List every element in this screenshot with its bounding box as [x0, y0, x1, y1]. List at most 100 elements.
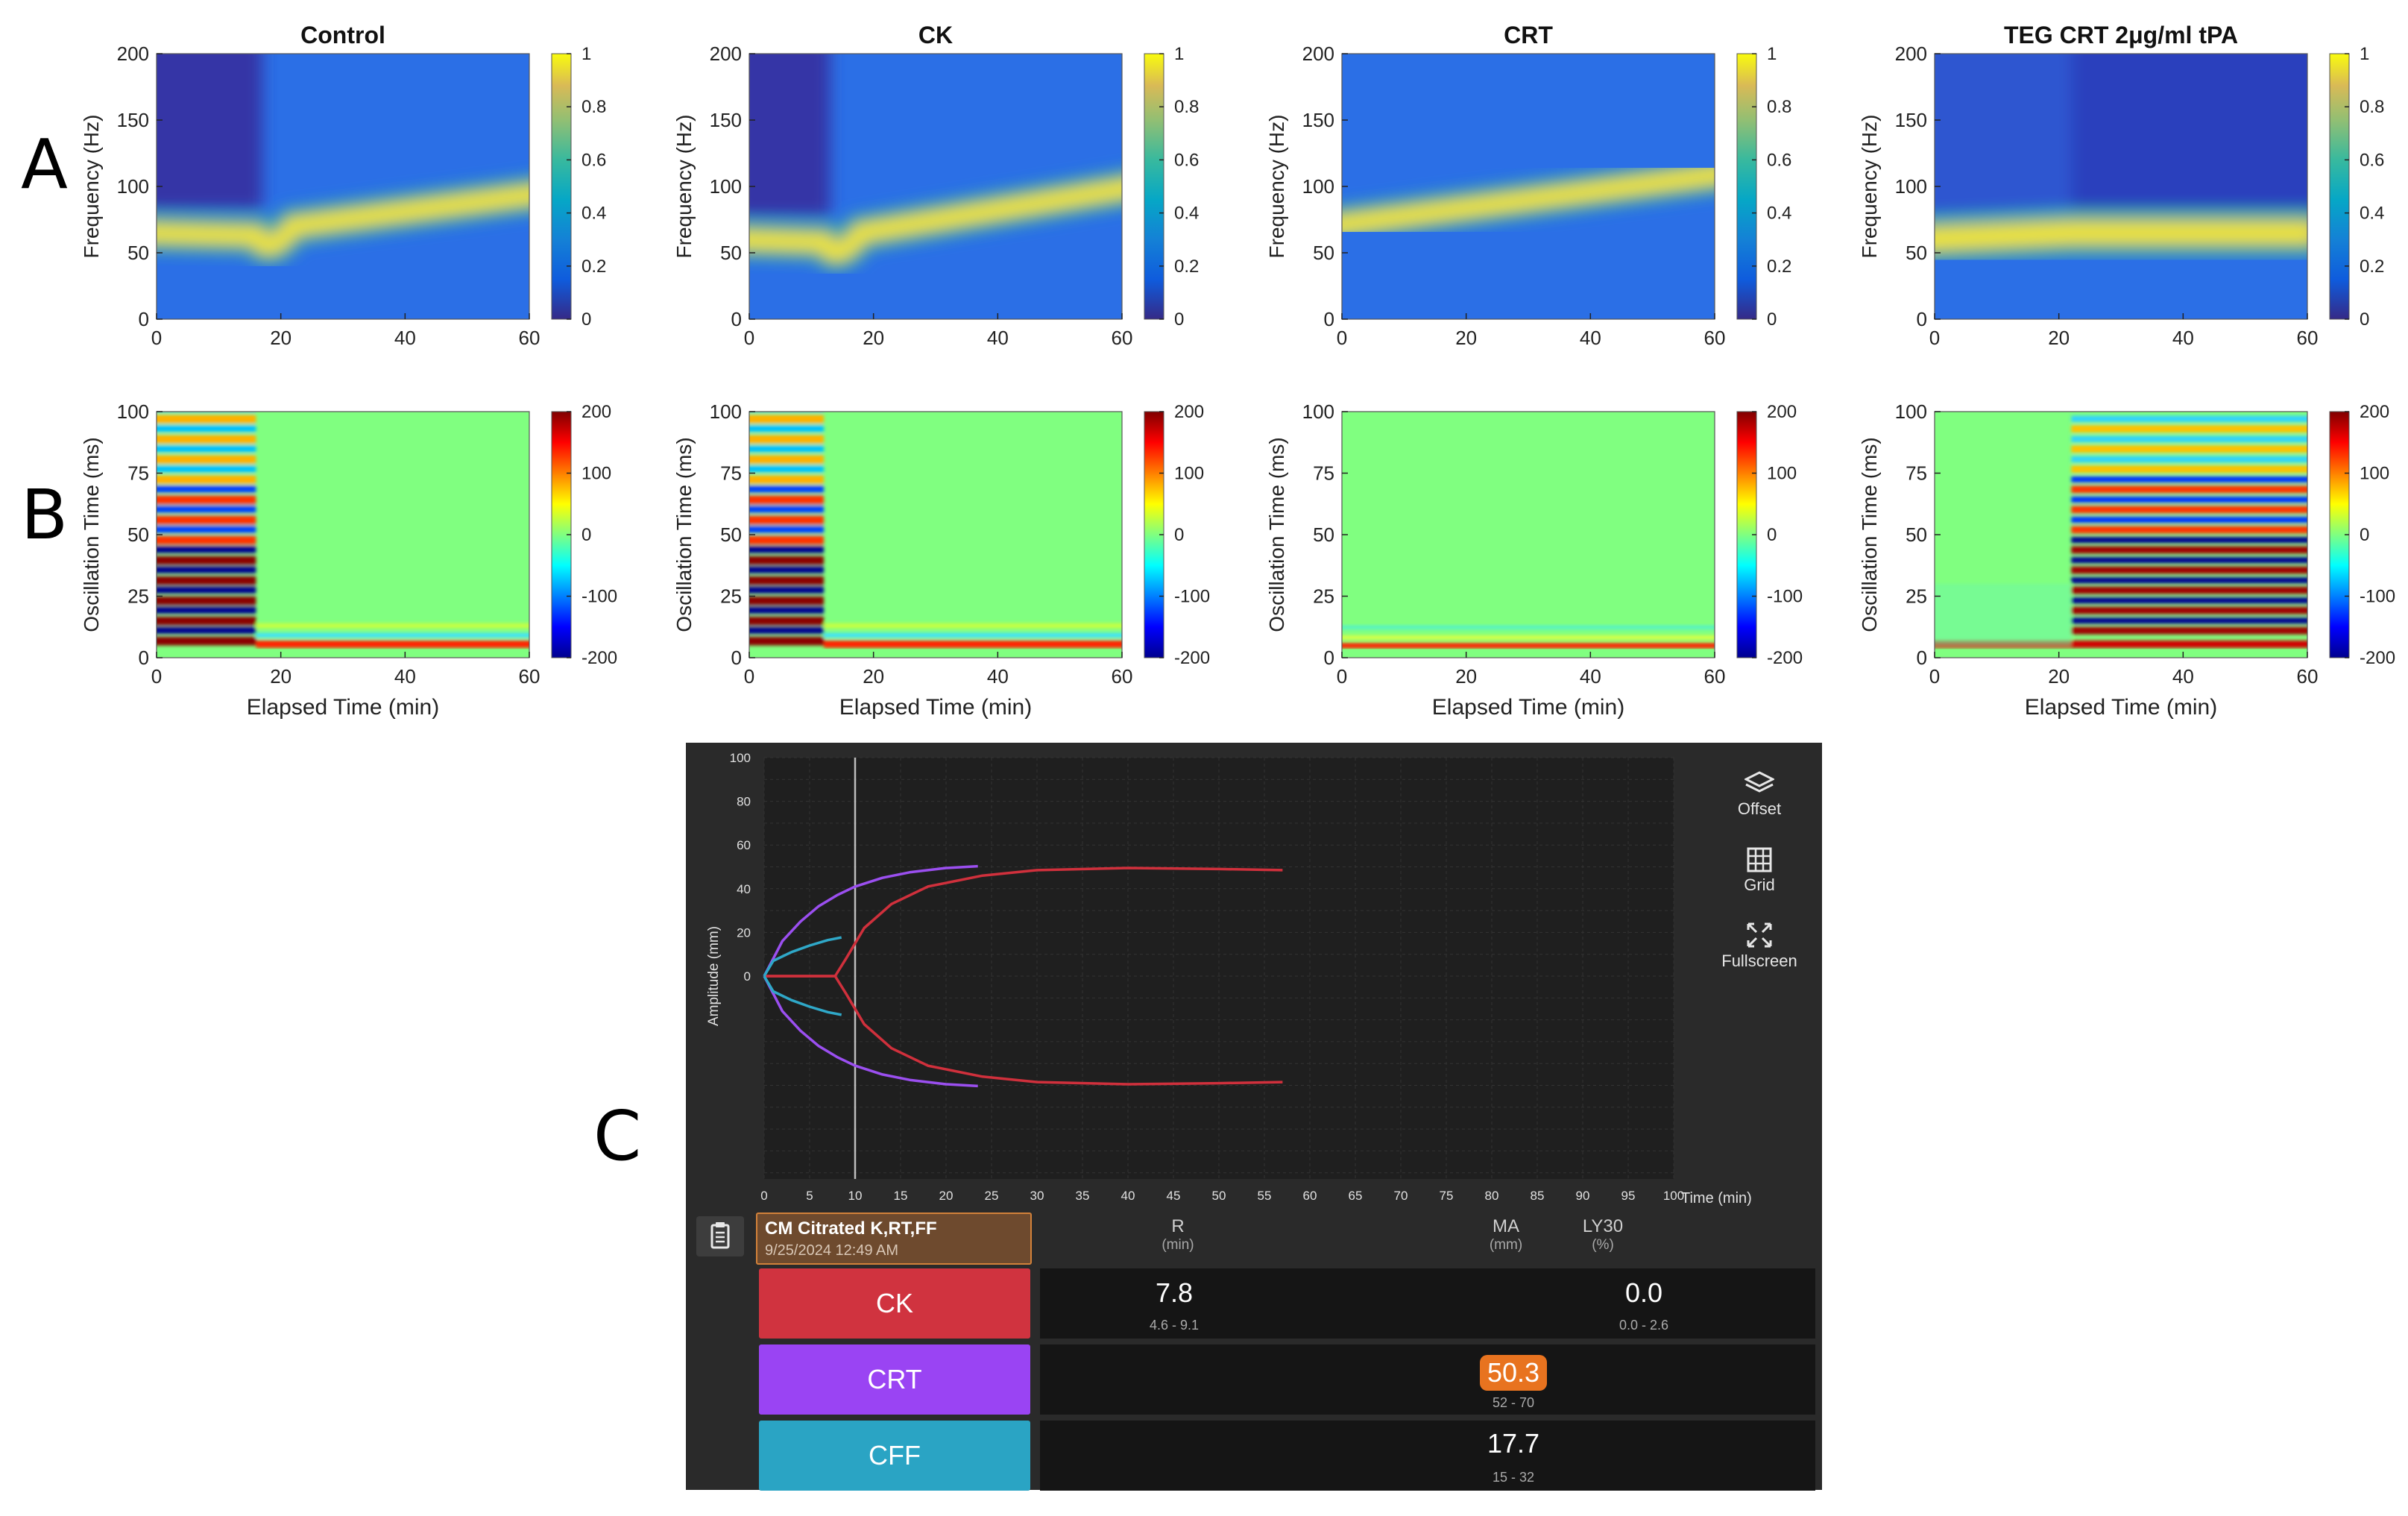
- x-tick-label: 20: [2048, 327, 2070, 349]
- y-tick-label: 50: [127, 523, 149, 546]
- fullscreen-label: Fullscreen: [1721, 952, 1797, 970]
- ck-ly30-range: 0.0 - 2.6: [1619, 1318, 1669, 1333]
- early-region: [749, 54, 830, 216]
- x-tick-label: 60: [1303, 1189, 1317, 1203]
- stripe-hot: [749, 596, 824, 606]
- stripe-cold: [2071, 597, 2307, 604]
- stripe-hot: [157, 415, 256, 424]
- stripe-cold: [157, 465, 256, 473]
- fullscreen-button[interactable]: Fullscreen: [1700, 922, 1819, 971]
- colorbar-label: 0.6: [581, 150, 606, 170]
- offset-button[interactable]: Offset: [1700, 771, 1819, 819]
- x-tick-label: 20: [270, 327, 291, 349]
- teg-panel: 0 20 40 60 80 100 Amplitude (mm) 0 5 10 15 20 25 30 35…: [686, 743, 1822, 1491]
- stripe-cold: [746, 405, 824, 412]
- x-tick-label: 0: [744, 665, 754, 688]
- x-tick-label: 40: [2172, 327, 2194, 349]
- stripe-hot: [749, 415, 824, 424]
- sample-date: 9/25/2024 12:49 AM: [765, 1242, 899, 1259]
- stripe-hot: [157, 455, 256, 464]
- colorbar-label: 0.2: [1174, 257, 1199, 277]
- stripe-cold: [157, 606, 256, 614]
- y-tick-label: 150: [1302, 109, 1334, 131]
- bottom-strip: [1935, 649, 2307, 658]
- x-tick-label: 0: [1337, 327, 1347, 349]
- column-title: Control: [300, 22, 385, 48]
- y-tick-label: 200: [1895, 43, 1927, 65]
- grid-button[interactable]: Grid: [1700, 847, 1819, 895]
- y-tick-label: 25: [1906, 585, 1927, 608]
- x-tick-label: 90: [1576, 1189, 1590, 1203]
- crt-ma-range: 52 - 70: [1492, 1395, 1535, 1410]
- ck-r-value: 7.8: [1155, 1277, 1194, 1308]
- stripe-cold: [749, 626, 824, 634]
- column-title: CRT: [1504, 22, 1553, 48]
- y-tick-label: 100: [117, 175, 149, 198]
- stripe-hot: [749, 455, 824, 464]
- x-tick-label: 60: [519, 327, 540, 349]
- late-stripe: [256, 640, 529, 648]
- colorbar-label: -200: [2360, 648, 2395, 668]
- y-tick-label: 0: [731, 308, 742, 330]
- colorbar-label: 0.8: [1174, 97, 1199, 117]
- band-core: [157, 190, 529, 250]
- x-tick-label: 0: [151, 665, 162, 688]
- colorbar-label: 0.4: [581, 204, 606, 224]
- x-tick-label: 20: [863, 665, 884, 688]
- colorbar-label: 0.2: [1767, 257, 1791, 277]
- colorbar-label: -200: [581, 648, 617, 668]
- stripe-hot: [2071, 606, 2307, 614]
- row-label-cff[interactable]: CFF: [759, 1421, 1030, 1491]
- x-tick-label: 55: [1258, 1189, 1272, 1203]
- row-label-crt-text: CRT: [867, 1364, 922, 1394]
- colorbar: [551, 53, 572, 320]
- early-region: [1935, 54, 2072, 216]
- x-tick-label: 20: [1455, 665, 1477, 688]
- x-tick-label: 60: [1112, 665, 1133, 688]
- header-r-label: R: [1171, 1216, 1185, 1236]
- row-label-ck[interactable]: CK: [759, 1268, 1030, 1339]
- stripe-cold: [749, 526, 824, 533]
- y-tick-label: 80: [737, 795, 751, 809]
- y-tick-label: 20: [737, 925, 751, 940]
- colorbar-label: 0: [1767, 309, 1777, 330]
- y-tick-label: 0: [139, 647, 149, 669]
- x-tick-label: 60: [1704, 327, 1726, 349]
- stripe-hot: [1342, 643, 1715, 649]
- x-tick-label: 80: [1485, 1189, 1499, 1203]
- tracing-cff-upper: [763, 936, 842, 977]
- x-tick-label: 25: [985, 1189, 999, 1203]
- colorbar-label: 0.4: [1767, 204, 1791, 224]
- stripe-hot: [1935, 640, 2307, 648]
- x-tick-label: 40: [394, 665, 416, 688]
- stripe-hot: [157, 616, 256, 626]
- colorbar-label: 0: [2360, 309, 2369, 330]
- stripe-cold: [153, 405, 256, 412]
- stripe-cold: [2071, 516, 2307, 523]
- sample-name: CM Citrated K,RT,FF: [765, 1218, 937, 1239]
- colorbar-label: 0.2: [2360, 257, 2384, 277]
- cff-ma-value: 17.7: [1487, 1428, 1540, 1459]
- ck-ly30-value: 0.0: [1624, 1277, 1663, 1308]
- stripe-hot: [157, 435, 256, 444]
- colorbar: [2329, 53, 2350, 320]
- stripe-hot: [749, 616, 824, 626]
- x-tick-label: 20: [270, 665, 291, 688]
- y-tick-label: 150: [1895, 109, 1927, 131]
- y-tick-label: 200: [710, 43, 742, 65]
- x-tick-label: 20: [1455, 327, 1477, 349]
- tracing-ck-lower: [764, 975, 1283, 1086]
- row-label-cff-text: CFF: [869, 1440, 921, 1471]
- report-button[interactable]: [696, 1216, 744, 1256]
- colorbar-label: -100: [1174, 587, 1210, 607]
- x-tick-label: 15: [894, 1189, 908, 1203]
- sample-selector[interactable]: CM Citrated K,RT,FF 9/25/2024 12:49 AM: [756, 1213, 1032, 1265]
- row-label-crt[interactable]: CRT: [759, 1344, 1030, 1415]
- stripe-hot: [749, 475, 824, 485]
- y-tick-label: 0: [1324, 308, 1334, 330]
- colorbar-label: 0.8: [2360, 97, 2384, 117]
- late-stripe: [824, 640, 1122, 648]
- panel-b-plot: 0 25 50 75 100 0 20 40 60 Oscillation Time (ms) El…: [1858, 400, 2395, 720]
- panel-letter-a: A: [21, 125, 68, 204]
